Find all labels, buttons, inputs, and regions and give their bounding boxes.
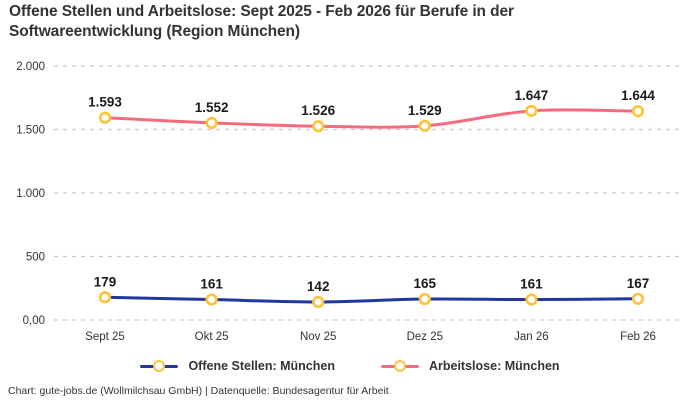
y-tick-label: 1.500 (16, 125, 45, 137)
chart-footer: Chart: gute-jobs.de (Wollmilchsau GmbH) … (8, 385, 389, 397)
chart-title: Offene Stellen und Arbeitslose: Sept 202… (9, 3, 514, 40)
data-point-marker (312, 120, 325, 133)
data-point-label: 142 (307, 279, 330, 294)
data-point-label: 167 (627, 276, 650, 291)
data-point-label: 1.593 (88, 95, 122, 110)
data-point-label: 1.529 (408, 103, 442, 118)
data-point-marker (525, 104, 538, 117)
y-tick-label: 2.000 (16, 61, 45, 73)
data-point-label: 1.526 (301, 103, 335, 118)
data-point-label: 165 (414, 276, 437, 291)
data-point-label: 179 (94, 274, 117, 289)
x-tick-label: Dez 25 (407, 331, 443, 343)
chart-legend: Offene Stellen: München Arbeitslose: Mün… (0, 359, 700, 373)
data-point-label: 1.644 (621, 88, 655, 103)
legend-label: Arbeitslose: München (428, 359, 560, 373)
data-point-label: 1.552 (195, 100, 229, 115)
series-line-arbeitslose (103, 108, 640, 129)
data-point-label: 1.647 (515, 88, 549, 103)
x-tick-label: Jan 26 (514, 331, 549, 343)
y-tick-label: 0,00 (23, 315, 45, 327)
legend-item-offene-stellen: Offene Stellen: München (140, 359, 335, 373)
x-tick-label: Feb 26 (620, 331, 656, 343)
legend-line-swatch (140, 360, 179, 372)
data-point-marker (525, 293, 538, 306)
x-tick-label: Sept 25 (85, 331, 125, 343)
x-tick-label: Nov 25 (300, 331, 336, 343)
legend-marker-icon (393, 360, 406, 372)
x-tick-label: Okt 25 (195, 331, 229, 343)
legend-line-swatch (380, 360, 419, 372)
data-point-marker (312, 295, 325, 309)
data-point-marker (98, 291, 112, 304)
legend-marker-icon (153, 360, 166, 372)
data-point-marker (205, 293, 218, 306)
series-line-offene-stellen (103, 295, 640, 304)
data-point-marker (631, 292, 645, 305)
line-chart: 0,00 500 1.000 1.500 2.000 Sept 25 Okt 25 Nov 2… (16, 61, 683, 343)
data-point-marker (98, 111, 112, 124)
legend-item-arbeitslose: Arbeitslose: München (380, 359, 560, 373)
data-point-label: 161 (200, 277, 223, 292)
data-point-marker (418, 119, 431, 132)
data-point-label: 161 (520, 277, 543, 292)
data-point-marker (205, 116, 218, 129)
legend-label: Offene Stellen: München (188, 359, 335, 373)
y-tick-label: 500 (26, 252, 45, 264)
data-point-marker (631, 105, 645, 118)
data-point-marker (418, 292, 431, 306)
y-tick-label: 1.000 (16, 188, 45, 200)
